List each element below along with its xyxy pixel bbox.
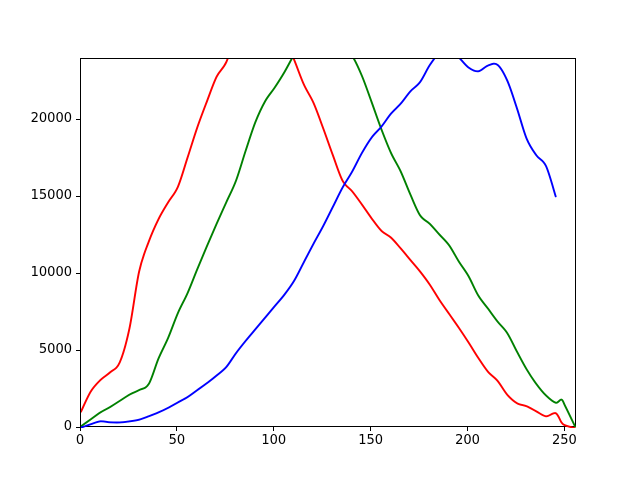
x-axis-tick-label: 100 [261,433,287,449]
y-axis-tick-label: 0 [63,419,72,435]
plot-canvas [81,58,577,429]
y-axis-tick-label: 15000 [30,188,72,204]
y-axis-tick [76,426,80,428]
y-axis-tick-label: 5000 [38,342,72,358]
x-axis-tick-label: 0 [75,433,85,449]
x-axis-tick [176,427,178,432]
red-channel-line [81,58,577,429]
x-axis-tick-label: 150 [358,433,384,449]
y-axis-tick-label: 10000 [30,265,72,281]
x-axis-tick-label: 50 [168,433,186,449]
x-axis-tick-label: 200 [455,433,480,449]
y-axis-tick [76,349,80,351]
y-axis-tick [76,118,80,120]
y-axis-tick [76,272,80,274]
x-axis-tick [467,427,468,432]
y-axis-tick [76,195,80,197]
x-axis-tick [563,427,565,432]
x-axis-tick-label: 250 [551,433,577,449]
x-axis-tick [370,427,372,432]
x-axis-tick [273,427,275,432]
x-axis-tick [79,427,81,432]
blue-channel-line [81,58,557,429]
green-channel-line [81,58,577,427]
y-axis-tick-label: 20000 [30,111,72,127]
plot-area [80,57,577,429]
